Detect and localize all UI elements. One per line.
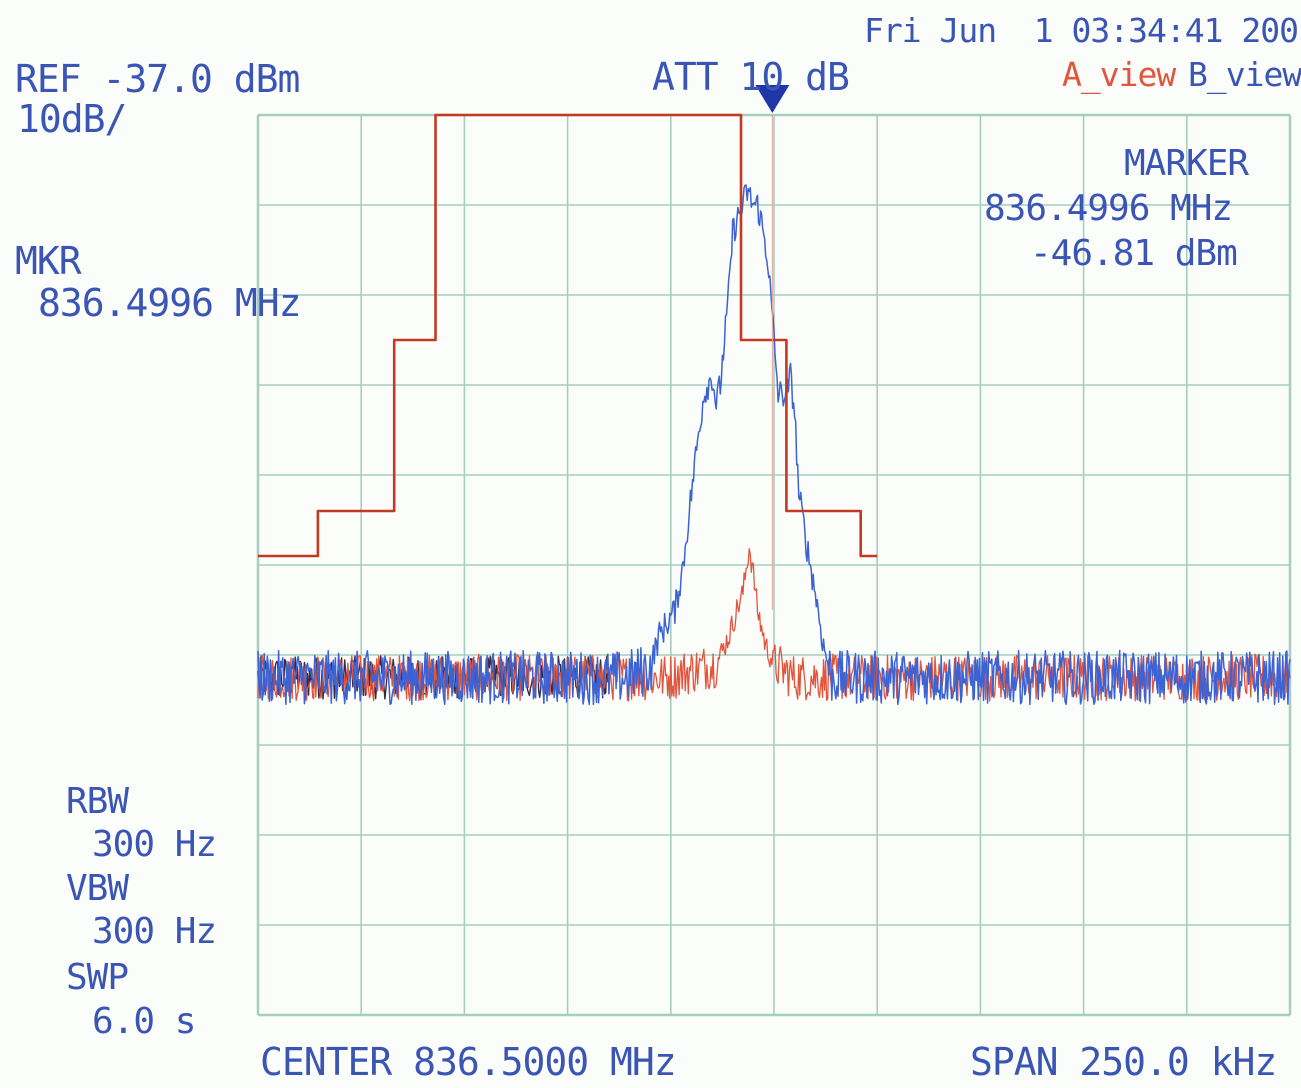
graticule [256,113,1292,1017]
rbw-label: RBW [66,781,129,822]
reference-level: REF -37.0 dBm [15,57,300,101]
sweep-value: 6.0 s [92,1001,196,1042]
vbw-value: 300 Hz [92,911,217,952]
span-width: SPAN 250.0 kHz [970,1040,1277,1084]
center-frequency: CENTER 836.5000 MHz [260,1040,677,1084]
scale-per-division: 10dB/ [17,97,127,141]
sweep-label: SWP [66,957,129,998]
signal-trace [257,184,1291,706]
limit-mask [258,113,878,558]
marker-box-frequency: 836.4996 MHz [984,188,1233,229]
vbw-label: VBW [66,868,129,909]
marker-box-title: MARKER [1124,143,1249,184]
view-a-label[interactable]: A_view [1062,55,1176,94]
view-b-label[interactable]: B_view [1188,55,1301,94]
trace-layer [257,113,1291,706]
marker-label: MKR [15,239,82,283]
marker-box-level: -46.81 dBm [1030,233,1238,274]
marker-triangle [755,85,790,113]
attenuation: ATT 10 dB [652,55,850,99]
timestamp: Fri Jun 1 03:34:41 2001 [864,11,1301,50]
marker-frequency: 836.4996 MHz [38,281,302,325]
rbw-value: 300 Hz [92,824,217,865]
